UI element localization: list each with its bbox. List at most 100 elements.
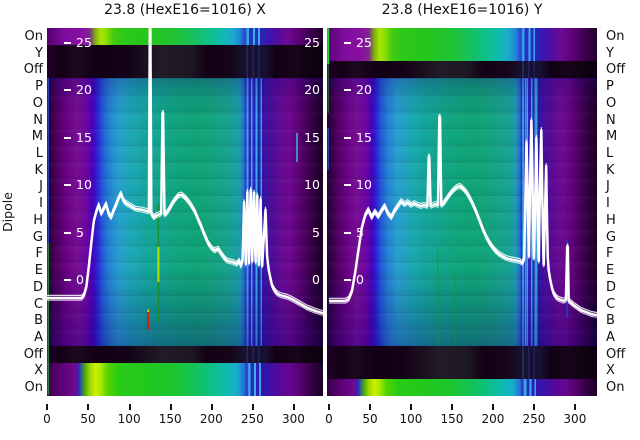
panel-x-x-tick-0: [46, 404, 49, 410]
panel-x-overlay-tick-right-0: 0: [312, 272, 320, 287]
panel-x-x-label-50: 50: [80, 412, 96, 426]
panel-x-band-bright-top: [47, 28, 323, 45]
row-label-right-x-20: X: [606, 363, 615, 379]
panel-x-overlay-tick-left-10: 10: [64, 177, 92, 193]
panel-x-x-tick-50: [87, 404, 90, 410]
panel-x-x-label-100: 100: [117, 412, 141, 426]
row-label-left-y-1: Y: [35, 45, 43, 61]
panel-y-x-tick-200: [492, 404, 495, 410]
row-label-right-i-10: I: [606, 196, 610, 212]
panel-y-band-dark: [327, 61, 597, 79]
row-label-right-n-5: N: [606, 112, 616, 128]
panel-y-x-tick-150: [451, 404, 454, 410]
row-label-left-on-0: On: [24, 28, 43, 44]
panel-y-overlay-tick-left-15: 15: [344, 130, 372, 146]
panel-y-overlay-tick-left-20: 20: [344, 82, 372, 98]
row-label-left-i-10: I: [39, 196, 43, 212]
row-label-left-h-11: H: [33, 212, 43, 228]
panel-x-x-tick-250: [251, 404, 254, 410]
row-label-right-d-15: D: [606, 279, 617, 295]
panel-y-overlay: [327, 28, 597, 346]
tick-dash: [64, 89, 71, 92]
row-label-left-m-6: M: [31, 129, 43, 145]
panel-x-band-dark: [47, 44, 323, 79]
panel-y-overlay-tick-left-0: 0: [344, 272, 364, 288]
row-label-left-p-3: P: [35, 79, 43, 95]
panel-x-x-label-250: 250: [240, 412, 264, 426]
row-label-right-p-3: P: [606, 79, 614, 95]
panel-y-overlay-tick-left-10: 10: [344, 177, 372, 193]
panel-y-x-tick-50: [369, 404, 372, 410]
panel-y-x-tick-250: [533, 404, 536, 410]
row-label-right-y-1: Y: [606, 45, 614, 61]
row-label-right-off-2: Off: [606, 62, 626, 78]
panel-x-band-dark: [47, 345, 323, 363]
panel-x-overlay-tick-right-10: 10: [304, 177, 320, 193]
row-label-right-l-7: L: [606, 145, 614, 161]
panel-x-overlay-tick-right-5: 5: [312, 224, 320, 240]
panel-y-x-label-300: 300: [563, 412, 587, 426]
panel-y-title: 23.8 (HexE16=1016) Y: [381, 2, 543, 18]
panel-y-x-tick-100: [410, 404, 413, 410]
panel-x-x-tick-150: [169, 404, 172, 410]
row-label-right-a-18: A: [606, 329, 615, 345]
tick-dash: [344, 279, 351, 281]
row-label-left-e-14: E: [34, 263, 43, 279]
panel-y-band-bright-bottom: [327, 379, 597, 396]
row-label-left-g-12: G: [32, 229, 43, 245]
row-label-left-k-8: K: [34, 162, 43, 178]
row-label-left-b-17: B: [34, 313, 43, 329]
panel-y-x-label-100: 100: [399, 412, 423, 426]
tick-dash: [64, 184, 71, 187]
row-label-right-m-6: M: [606, 129, 618, 145]
row-label-left-a-18: A: [34, 329, 43, 345]
tick-dash: [64, 136, 71, 139]
panel-y-curve-trace-1: [329, 118, 597, 318]
panel-x-title: 23.8 (HexE16=1016) X: [104, 2, 266, 18]
panel-y-band-dark: [327, 345, 597, 380]
row-label-right-k-8: K: [606, 162, 615, 178]
row-label-left-j-9: J: [39, 179, 43, 195]
row-label-left-x-20: X: [34, 363, 43, 379]
panel-y-x-label-50: 50: [362, 412, 378, 426]
panel-x-band-bright-bottom: [47, 362, 323, 396]
row-label-left-o-4: O: [32, 95, 43, 111]
row-label-right-c-16: C: [606, 296, 616, 312]
row-label-left-off-19: Off: [23, 346, 43, 362]
panel-x-overlay: [47, 28, 323, 395]
panel-y-x-label-200: 200: [481, 412, 505, 426]
panel-x-x-label-200: 200: [199, 412, 223, 426]
tick-dash: [344, 136, 351, 139]
panel-x-overlay-tick-left-15: 15: [64, 130, 92, 146]
row-label-right-off-19: Off: [606, 346, 626, 362]
row-label-right-on-0: On: [606, 28, 625, 44]
panel-x-x-tick-300: [292, 404, 295, 410]
panel-x-x-tick-200: [210, 404, 213, 410]
row-label-right-f-13: F: [606, 246, 614, 262]
panel-x-x-label-300: 300: [281, 412, 305, 426]
heatmap-panel-y: [327, 28, 597, 396]
panel-y-x-tick-300: [574, 404, 577, 410]
row-label-right-on-21: On: [606, 380, 625, 396]
row-label-right-o-4: O: [606, 95, 617, 111]
panel-y-overlay-tick-left-5: 5: [344, 225, 364, 241]
row-label-left-f-13: F: [35, 246, 43, 262]
panel-y-curve-trace-2: [329, 115, 597, 317]
heatmap-panel-x: [47, 28, 323, 396]
tick-dash: [344, 42, 351, 44]
tick-dash: [64, 231, 71, 234]
row-label-left-on-21: On: [24, 380, 43, 396]
panel-x-overlay-tick-left-5: 5: [64, 225, 84, 241]
row-label-left-n-5: N: [33, 112, 43, 128]
panel-x-x-label-0: 0: [43, 412, 51, 426]
panel-x-curve-trace-2: [47, 28, 323, 315]
panel-y-x-tick-0: [328, 404, 331, 410]
panel-y-overlay-tick-left-25: 25: [344, 35, 372, 51]
row-label-left-l-7: L: [35, 145, 43, 161]
panel-x-overlay-tick-left-20: 20: [64, 82, 92, 98]
tick-dash: [64, 42, 71, 44]
row-label-right-g-12: G: [606, 229, 617, 245]
row-label-right-b-17: B: [606, 313, 615, 329]
row-label-right-j-9: J: [606, 179, 610, 195]
